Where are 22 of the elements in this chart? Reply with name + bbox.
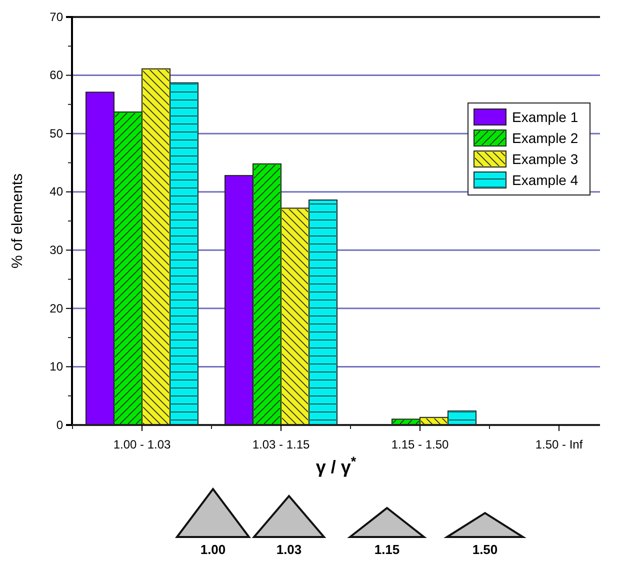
y-tick-label: 10 xyxy=(50,360,64,374)
y-tick-label: 50 xyxy=(50,126,64,140)
text: 1.03 xyxy=(276,542,302,557)
x-tick-label: 1.50 - Inf xyxy=(535,437,584,452)
legend-label: Example 4 xyxy=(512,172,578,188)
legend-label: Example 2 xyxy=(512,130,578,146)
y-tick-label: 0 xyxy=(56,418,64,432)
text: 1.00 xyxy=(200,542,226,557)
x-tick-label: 1.00 - 1.03 xyxy=(113,437,172,452)
text: 1.15 xyxy=(374,542,400,557)
y-tick-label: 60 xyxy=(50,68,64,82)
y-tick-label: 20 xyxy=(50,301,64,316)
x-tick-label: 1.15 - 1.50 xyxy=(391,437,450,452)
x-axis-title: γ / γ$^{*}$ xyxy=(316,454,357,477)
y-tick-label: 40 xyxy=(50,184,64,199)
legend-label: Example 1 xyxy=(512,109,578,125)
text: 1.50 xyxy=(472,542,498,557)
y-tick-label: 70 xyxy=(50,10,64,24)
y-tick-label: 30 xyxy=(50,242,64,257)
y-axis-title: % of elements xyxy=(9,173,26,269)
x-tick-label: 1.03 - 1.15 xyxy=(252,437,310,452)
legend-label: Example 3 xyxy=(512,151,578,167)
